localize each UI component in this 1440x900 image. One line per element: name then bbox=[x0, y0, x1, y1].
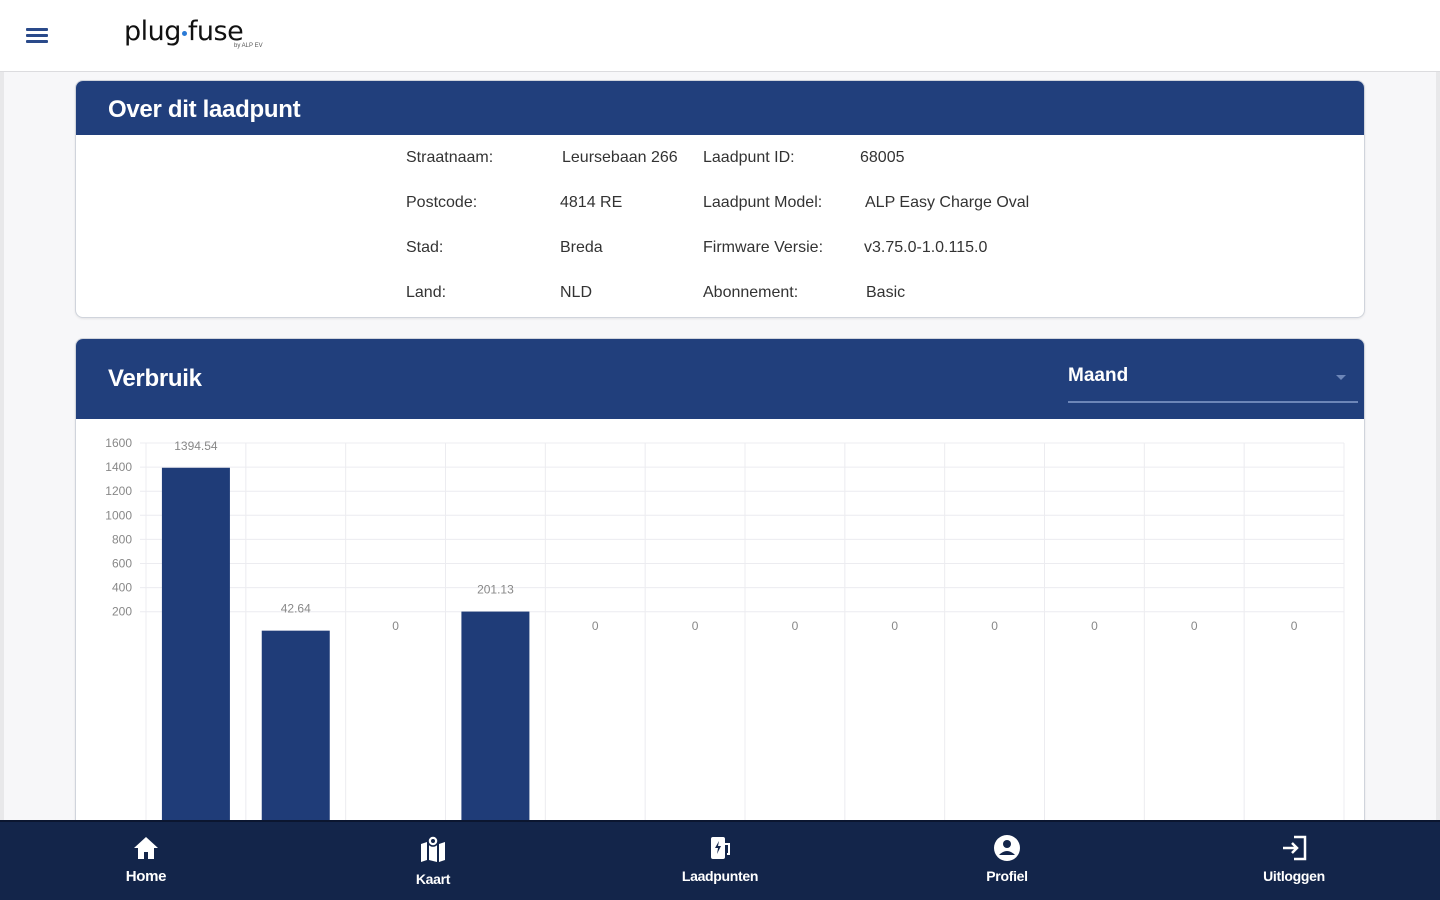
nav-chargers-label: Laadpunten bbox=[681, 868, 759, 884]
y-tick-label: 400 bbox=[112, 581, 132, 595]
firmware-label: Firmware Versie: bbox=[703, 239, 824, 256]
y-tick-label: 800 bbox=[112, 532, 132, 546]
model-value: ALP Easy Charge Oval bbox=[865, 194, 1030, 211]
bar-value-label: 201.13 bbox=[477, 583, 514, 597]
usage-card-title: Verbruik bbox=[108, 365, 202, 392]
nav-map[interactable]: Kaart bbox=[353, 822, 513, 900]
city-value: Breda bbox=[560, 239, 603, 256]
city-label: Stad: bbox=[406, 239, 444, 256]
top-app-bar: plug fuse by ALP EV bbox=[0, 0, 1440, 72]
menu-icon[interactable] bbox=[24, 24, 52, 48]
charger-icon bbox=[711, 837, 730, 859]
logo-dot-icon bbox=[181, 31, 187, 36]
subscription-value: Basic bbox=[866, 284, 906, 301]
profile-icon bbox=[994, 835, 1020, 861]
y-tick-label: 600 bbox=[112, 557, 132, 571]
bar-value-label: 0 bbox=[792, 619, 799, 633]
bar-value-label: 0 bbox=[592, 619, 599, 633]
home-icon bbox=[134, 837, 158, 859]
info-card-title: Over dit laadpunt bbox=[108, 96, 301, 123]
usage-card-header: Verbruik Maand bbox=[76, 339, 1364, 419]
chevron-down-icon bbox=[1336, 375, 1346, 380]
street-value: Leursebaan 266 bbox=[562, 149, 678, 166]
y-tick-label: 1400 bbox=[105, 460, 132, 474]
window-frame-right bbox=[1436, 0, 1440, 900]
y-tick-label: 1000 bbox=[105, 508, 132, 522]
logo-text-left: plug bbox=[124, 16, 181, 47]
y-tick-label: 1200 bbox=[105, 484, 132, 498]
nav-chargers[interactable]: Laadpunten bbox=[640, 822, 800, 900]
app-logo: plug fuse by ALP EV bbox=[124, 16, 263, 56]
nav-home[interactable]: Home bbox=[66, 822, 226, 900]
period-select[interactable]: Maand bbox=[1068, 365, 1358, 403]
window-frame-left bbox=[0, 0, 4, 900]
country-value: NLD bbox=[560, 284, 593, 301]
street-label: Straatnaam: bbox=[406, 149, 494, 166]
usage-card: Verbruik Maand 200 400 600 800 1000 1200 1400 1… bbox=[75, 338, 1365, 898]
bar-value-label: 0 bbox=[891, 619, 898, 633]
charger-info-card: Over dit laadpunt Straatnaam: Leursebaan… bbox=[75, 80, 1365, 318]
logout-icon bbox=[1283, 835, 1307, 861]
postcode-label: Postcode: bbox=[406, 194, 478, 211]
nav-profile[interactable]: Profiel bbox=[927, 822, 1087, 900]
nav-home-label: Home bbox=[125, 868, 167, 885]
logo-text-right: fuse bbox=[187, 16, 244, 47]
model-label: Laadpunt Model: bbox=[703, 194, 823, 211]
bar-value-label: 0 bbox=[1291, 619, 1298, 633]
period-select-value: Maand bbox=[1068, 365, 1129, 386]
bottom-navigation: Home Kaart Laadpunten Profiel Uitloggen bbox=[0, 820, 1440, 900]
y-tick-label: 200 bbox=[112, 605, 132, 619]
bar-value-label: 0 bbox=[1091, 619, 1098, 633]
y-tick-label: 1600 bbox=[105, 436, 132, 450]
info-card-header: Over dit laadpunt bbox=[76, 81, 1364, 135]
nav-map-label: Kaart bbox=[415, 871, 451, 887]
charger-id-label: Laadpunt ID: bbox=[703, 149, 795, 166]
bar-value-label: 1394.54 bbox=[174, 439, 218, 453]
bar-value-label: 0 bbox=[392, 619, 399, 633]
map-icon bbox=[421, 835, 445, 862]
country-label: Land: bbox=[406, 284, 447, 301]
logo-subtitle: by ALP EV bbox=[234, 43, 263, 49]
charger-id-value: 68005 bbox=[860, 149, 905, 166]
bar-value-label: 0 bbox=[1191, 619, 1198, 633]
postcode-value: 4814 RE bbox=[560, 194, 623, 211]
firmware-value: v3.75.0-1.0.115.0 bbox=[864, 239, 988, 256]
bar-value-label: 0 bbox=[991, 619, 998, 633]
subscription-label: Abonnement: bbox=[703, 284, 799, 301]
nav-profile-label: Profiel bbox=[986, 868, 1028, 884]
bar-value-label: 42.64 bbox=[281, 602, 311, 616]
nav-logout-label: Uitloggen bbox=[1263, 868, 1325, 884]
nav-logout[interactable]: Uitloggen bbox=[1214, 822, 1374, 900]
bar-value-label: 0 bbox=[692, 619, 699, 633]
